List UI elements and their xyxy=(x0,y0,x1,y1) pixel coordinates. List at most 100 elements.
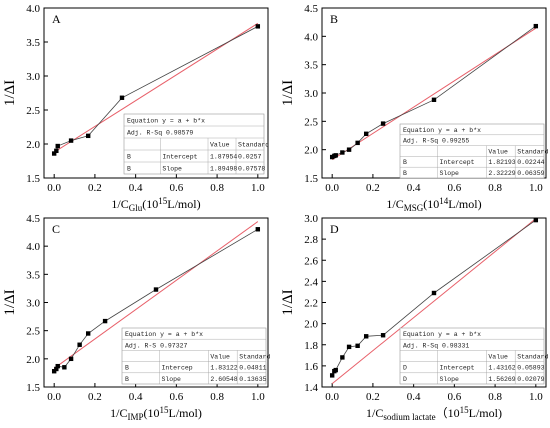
x-axis-label: 1/Csodium lactate（1015L/mol) xyxy=(366,405,502,422)
data-point xyxy=(55,363,60,369)
panel-label: A xyxy=(52,12,61,26)
stats-value: 1.56269 xyxy=(488,376,515,383)
stats-parameter: Intercept xyxy=(162,154,197,161)
data-point xyxy=(85,133,91,139)
data-point xyxy=(346,344,352,350)
stats-group: B xyxy=(127,166,131,173)
stats-header-standard: Standard xyxy=(517,353,548,360)
stats-header-value: Value xyxy=(488,353,508,360)
data-point xyxy=(54,148,59,153)
x-tick-label: 0.4 xyxy=(129,182,143,194)
x-tick-label: 0.4 xyxy=(407,391,421,403)
data-point xyxy=(255,24,261,29)
data-point xyxy=(363,334,369,339)
y-tick-label: 2.8 xyxy=(304,234,318,246)
data-point xyxy=(68,356,74,362)
x-tick-label: 0.8 xyxy=(488,182,502,194)
data-point xyxy=(153,287,159,292)
y-tick-label: 2.2 xyxy=(304,298,318,310)
stats-group: B xyxy=(125,365,129,372)
panel-label: D xyxy=(330,222,339,236)
stats-equation: Equation y = a + b*x xyxy=(403,127,481,134)
x-tick-label: 1.0 xyxy=(529,182,543,194)
data-point xyxy=(380,121,386,126)
stats-value: 2.60548 xyxy=(210,376,237,383)
stats-standard-error: 0.07578 xyxy=(238,166,265,173)
x-tick-label: 0.6 xyxy=(169,182,183,194)
stats-parameter: Intercept xyxy=(439,159,474,166)
x-axis-label: 1/CGlu(1015L/mol) xyxy=(111,196,200,213)
stats-table: Equation y = a + b*x Adj. R-Sq 0.98331 Val… xyxy=(399,327,549,385)
panel-label: C xyxy=(52,222,60,236)
stats-header-value: Value xyxy=(210,142,230,149)
x-tick-label: 0.0 xyxy=(47,182,61,194)
x-tick-label: 0.0 xyxy=(47,391,61,403)
fit-line xyxy=(53,221,259,369)
stats-value: 1.43162 xyxy=(488,365,515,372)
stats-value: 1.83122 xyxy=(210,365,237,372)
y-tick-label: 2.6 xyxy=(304,255,318,267)
stats-header-standard: Standard xyxy=(239,353,270,360)
x-tick-label: 0.6 xyxy=(169,391,183,403)
chart-panel-d: 0.0 0.2 0.4 0.6 0.8 1.0 1.4 1.6 1.8 2.0 2.2 2.4 2.6 2… xyxy=(280,213,549,422)
stats-group: B xyxy=(403,170,407,177)
x-tick-label: 1.0 xyxy=(251,391,265,403)
chart-panel-a: 0.0 0.2 0.4 0.6 0.8 1.0 1.5 2.0 2.5 3.0 3.5 4.0 A 1/Δ… xyxy=(2,3,269,213)
stats-equation: Equation y = a + b*x xyxy=(127,118,205,125)
stats-header-value: Value xyxy=(210,353,230,360)
y-tick-label: 1.5 xyxy=(26,382,40,394)
y-tick-label: 1.5 xyxy=(26,173,40,185)
x-tick-label: 0.8 xyxy=(210,391,224,403)
x-tick-label: 0.6 xyxy=(447,391,461,403)
stats-group: D xyxy=(403,376,407,383)
x-tick-label: 0.2 xyxy=(366,391,380,403)
y-tick-label: 4.0 xyxy=(26,3,40,15)
x-tick-label: 0.0 xyxy=(325,182,339,194)
stats-parameter: Intercept xyxy=(439,365,474,372)
data-point xyxy=(533,23,539,29)
stats-standard-error: 0.02244 xyxy=(517,159,544,166)
data-point xyxy=(329,373,335,378)
y-tick-label: 4.5 xyxy=(26,213,40,225)
x-tick-label: 0.8 xyxy=(210,182,224,194)
stats-standard-error: 0.04811 xyxy=(239,365,266,372)
stats-header-value: Value xyxy=(488,148,508,155)
stats-adj-r-squared: Adj. R-Sq 0.99255 xyxy=(403,138,469,145)
y-axis-label: 1/ΔI xyxy=(2,289,18,315)
y-axis-label: 1/ΔI xyxy=(2,80,18,106)
y-tick-label: 2.0 xyxy=(26,354,40,366)
panel-label: B xyxy=(330,12,338,26)
x-tick-label: 0.8 xyxy=(488,391,502,403)
data-point xyxy=(431,290,437,296)
x-tick-label: 0.2 xyxy=(88,391,102,403)
fit-line xyxy=(53,22,259,153)
y-tick-label: 1.5 xyxy=(304,173,318,185)
data-point xyxy=(346,147,352,152)
stats-standard-error: 0.13635 xyxy=(239,376,266,383)
stats-table: Equation y = a + b*x Adj. R-Sq 0.98579 Val… xyxy=(123,113,269,175)
y-tick-label: 1.8 xyxy=(304,340,318,352)
y-tick-label: 2.5 xyxy=(26,105,40,117)
stats-value: 2.32229 xyxy=(488,170,515,177)
data-point xyxy=(68,138,74,143)
data-point xyxy=(62,365,67,370)
y-tick-label: 2.0 xyxy=(304,319,318,331)
y-tick-label: 1.6 xyxy=(304,361,318,373)
y-tick-label: 3.0 xyxy=(304,88,318,100)
stats-parameter: Slope xyxy=(162,166,182,173)
y-axis-label: 1/ΔI xyxy=(280,289,296,315)
data-point xyxy=(340,355,345,360)
data-point xyxy=(119,95,125,100)
stats-adj-r-squared: Adj. R-Sq 0.98331 xyxy=(403,342,469,349)
y-tick-label: 4.5 xyxy=(304,3,318,15)
x-tick-label: 0.4 xyxy=(129,391,143,403)
stats-equation: Equation y = a + b*x xyxy=(125,331,203,338)
stats-standard-error: 0.06359 xyxy=(517,170,544,177)
y-tick-label: 3.5 xyxy=(26,37,40,49)
data-point xyxy=(255,227,261,232)
stats-standard-error: 0.0257 xyxy=(238,154,262,161)
stats-value: 1.87954 xyxy=(210,154,237,161)
x-tick-label: 0.0 xyxy=(325,391,339,403)
stats-adj-r-squared: Adj. R-Sq 0.98579 xyxy=(127,130,193,137)
